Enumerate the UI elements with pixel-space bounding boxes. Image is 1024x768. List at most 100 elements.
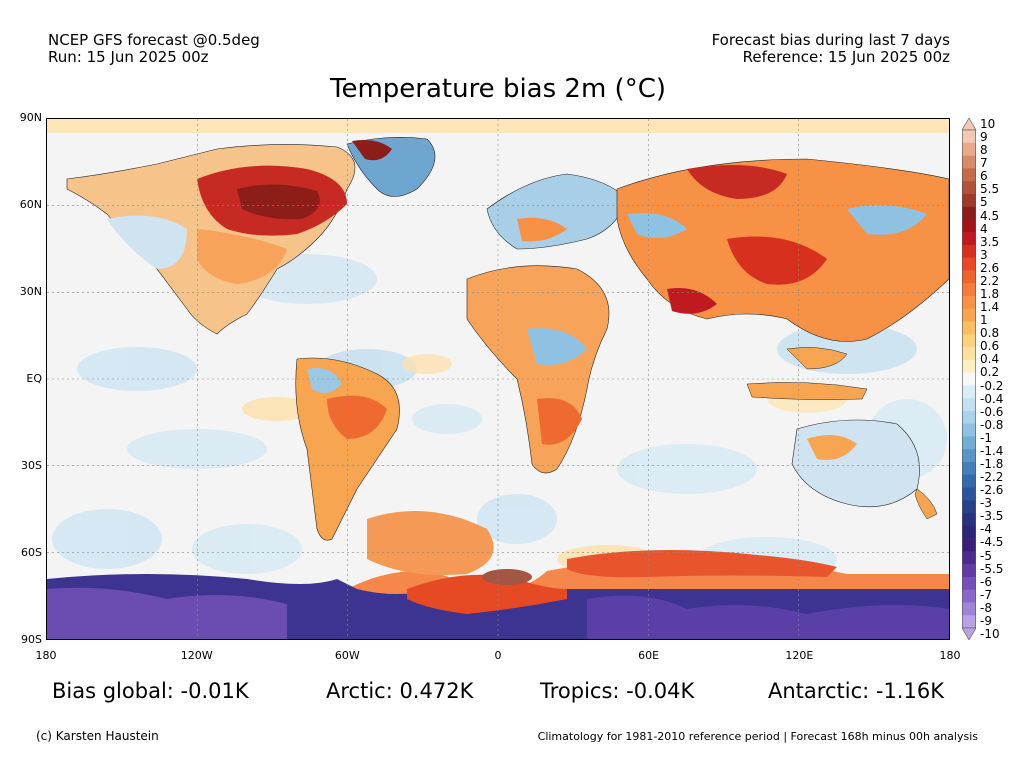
northern-sa-cool (307, 368, 342, 393)
reference-time: Reference: 15 Jun 2025 00z (742, 48, 950, 66)
colorbar (961, 117, 977, 641)
lat-label: 30S (21, 459, 42, 472)
graticule (47, 119, 949, 639)
colorbar-label: 1.8 (980, 287, 1000, 301)
colorbar-label: -2.6 (980, 483, 1004, 498)
colorbar-label: -0.6 (980, 404, 1004, 419)
lon-label: 60W (334, 649, 360, 662)
colorbar-label: -1.4 (980, 443, 1004, 458)
colorbar-label: -1.8 (980, 457, 1004, 471)
colorbar-label: 0.8 (980, 326, 1000, 341)
colorbar-label: 8 (980, 143, 988, 158)
colorbar-swatch (962, 308, 976, 322)
colorbar-label: -4.5 (980, 535, 1004, 550)
map-title: Temperature bias 2m (°C) (329, 74, 666, 104)
colorbar-label: 1.4 (980, 300, 1000, 315)
colorbar-swatch (962, 359, 976, 373)
lat-label: EQ (26, 372, 42, 385)
colorbar-label: 0.4 (980, 352, 1000, 367)
colorbar-label: -0.4 (980, 391, 1004, 406)
colorbar-swatch (962, 347, 976, 361)
colorbar-swatch (962, 462, 976, 476)
colorbar-label: -1 (980, 430, 992, 445)
east-asia-cool (847, 205, 927, 235)
usa-warm (197, 229, 287, 284)
colorbar-label: 5 (980, 195, 988, 210)
footnote: Climatology for 1981-2010 reference peri… (537, 730, 978, 743)
colorbar-label: 9 (980, 130, 988, 145)
colorbar-swatch (962, 257, 976, 271)
colorbar-swatch (962, 244, 976, 258)
colorbar-swatch (962, 321, 976, 335)
bias-map (46, 118, 950, 640)
lon-label: 0 (494, 649, 502, 662)
colorbar-bottom-arrow (961, 627, 977, 641)
west-canada-cool (107, 215, 187, 269)
southern-indian-warm (567, 550, 837, 578)
colorbar-swatch (962, 500, 976, 514)
colorbar-swatch (962, 589, 976, 603)
colorbar-swatch (962, 334, 976, 348)
stat-global: Bias global: -0.01K (52, 679, 249, 703)
colorbar-swatch (962, 564, 976, 578)
colorbar-label: -5 (980, 548, 992, 563)
colorbar-swatch (962, 474, 976, 488)
lon-label: 120E (785, 649, 814, 662)
colorbar-swatch (962, 232, 976, 246)
colorbar-label: -7 (980, 587, 992, 602)
colorbar-label: -5.5 (980, 561, 1004, 576)
colorbar-label: -10 (980, 627, 1000, 641)
colorbar-swatch (962, 487, 976, 501)
colorbar-swatch (962, 398, 976, 412)
colorbar-label: 3 (980, 247, 988, 262)
colorbar-swatch (962, 436, 976, 450)
colorbar-label: -6 (980, 574, 992, 589)
model-name: NCEP GFS forecast @0.5deg (48, 31, 260, 49)
colorbar-swatch (962, 538, 976, 552)
lat-label: 60S (21, 546, 42, 559)
colorbar-swatch (962, 551, 976, 565)
colorbar-label: 4.5 (980, 208, 1000, 223)
antarctica-purple-east (587, 595, 949, 639)
stat-tropics: Tropics: -0.04K (540, 679, 695, 703)
antarctic-peninsula-warm (482, 569, 532, 585)
new-zealand (914, 488, 938, 520)
colorbar-swatch (962, 130, 976, 144)
lat-label: 90N (19, 111, 42, 124)
model-info: NCEP GFS forecast @0.5deg Run: 15 Jun 20… (48, 32, 260, 66)
southern-africa-warm (537, 398, 582, 445)
brazil-warm (327, 395, 387, 439)
colorbar-swatch (962, 525, 976, 539)
lon-label: 180 (939, 649, 961, 662)
west-asia-cool (627, 213, 687, 238)
colorbar-label: -8 (980, 600, 992, 615)
colorbar-label: 0.2 (980, 365, 1000, 380)
weddell-warm (407, 574, 567, 614)
colorbar-label: -0.8 (980, 417, 1004, 432)
canada-hotspot (237, 184, 320, 220)
colorbar-label: 2.6 (980, 260, 1000, 275)
colorbar-label: 1 (980, 313, 988, 328)
colorbar-swatch (962, 385, 976, 399)
south-atlantic-warm (367, 511, 494, 575)
lat-label: 60N (19, 198, 42, 211)
lon-label: 120W (180, 649, 213, 662)
colorbar-label: -4 (980, 522, 992, 537)
bias-period: Forecast bias during last 7 days (711, 31, 950, 49)
indonesia (746, 382, 868, 400)
colorbar-swatch (962, 155, 976, 169)
central-africa-cool (527, 328, 587, 365)
colorbar-swatch (962, 219, 976, 233)
stat-arctic: Arctic: 0.472K (326, 679, 474, 703)
colorbar-label: -2.2 (980, 470, 1004, 485)
colorbar-swatch (962, 181, 976, 195)
colorbar-swatch (962, 576, 976, 590)
colorbar-swatch (962, 602, 976, 616)
colorbar-swatch (962, 206, 976, 220)
south-asia-warm (667, 288, 717, 314)
central-asia-warm (727, 236, 827, 285)
colorbar-swatch (962, 423, 976, 437)
colorbar-swatch (962, 270, 976, 284)
greenland-north-warm (352, 140, 392, 161)
colorbar-swatch (962, 193, 976, 207)
